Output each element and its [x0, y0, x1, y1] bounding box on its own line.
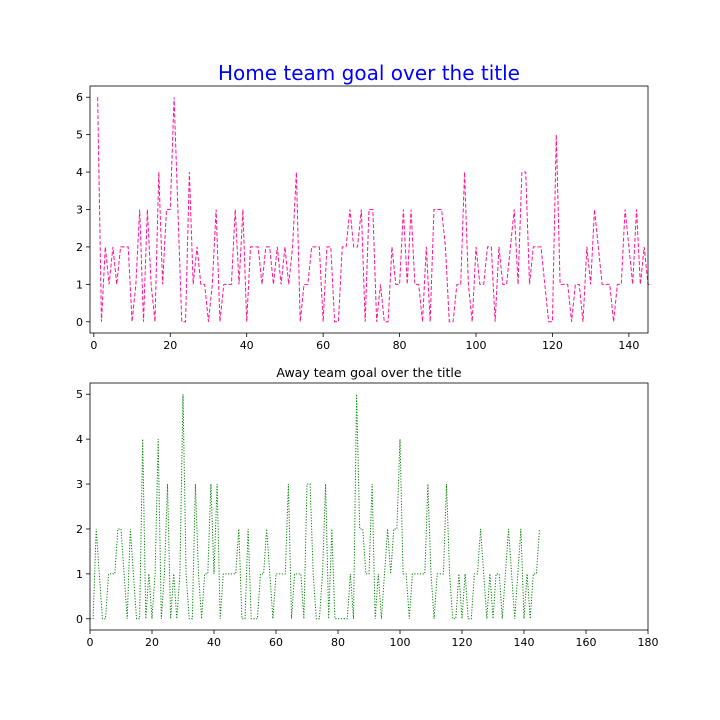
away-y-tick-label: 2: [76, 523, 83, 536]
away-chart-title: Away team goal over the title: [276, 365, 461, 380]
away-axes-frame: [89, 382, 649, 631]
away-x-tick-label: 40: [207, 636, 221, 649]
home-x-tick-label: 140: [618, 339, 639, 352]
away-x-tick-label: 140: [514, 636, 535, 649]
home-goals-chart: Home team goal over the title 0 20 40 60 80 1…: [76, 61, 652, 352]
home-x-tick-label: 0: [90, 339, 97, 352]
away-y-tick-label: 5: [76, 388, 83, 401]
home-chart-title: Home team goal over the title: [218, 61, 520, 85]
home-plot-area: 0 20 40 60 80 100 120 140 0 1 2 3 4 5 6: [76, 85, 652, 352]
home-x-tick-label: 60: [316, 339, 330, 352]
away-y-tick-label: 0: [76, 613, 83, 626]
home-y-tick-label: 5: [76, 129, 83, 142]
away-y-tick-label: 1: [76, 568, 83, 581]
away-y-tick-label: 3: [76, 478, 83, 491]
home-series-line: [97, 97, 652, 323]
home-x-tick-label: 20: [163, 339, 177, 352]
away-x-tick-label: 60: [269, 636, 283, 649]
home-y-tick-label: 3: [76, 204, 83, 217]
home-x-tick-label: 100: [466, 339, 487, 352]
home-y-tick-label: 2: [76, 241, 83, 254]
home-y-tick-label: 1: [76, 278, 83, 291]
home-x-tick-label: 80: [393, 339, 407, 352]
away-x-tick-label: 120: [452, 636, 473, 649]
away-x-tick-label: 0: [87, 636, 94, 649]
home-x-tick-label: 40: [240, 339, 254, 352]
away-plot-area: 0 20 40 60 80 100 120 140 160 180 0 1 2 3 4 5: [76, 382, 659, 649]
away-y-tick-label: 4: [76, 433, 83, 446]
away-series-line: [90, 394, 540, 620]
away-x-tick-label: 160: [576, 636, 597, 649]
away-x-tick-label: 100: [390, 636, 411, 649]
home-y-tick-label: 6: [76, 91, 83, 104]
home-x-tick-label: 120: [542, 339, 563, 352]
away-x-tick-label: 80: [331, 636, 345, 649]
away-x-tick-label: 180: [638, 636, 659, 649]
home-y-tick-label: 0: [76, 316, 83, 329]
away-goals-chart: Away team goal over the title 0 20 40 60 80 1…: [76, 365, 659, 649]
home-y-tick-label: 4: [76, 166, 83, 179]
away-x-tick-label: 20: [145, 636, 159, 649]
